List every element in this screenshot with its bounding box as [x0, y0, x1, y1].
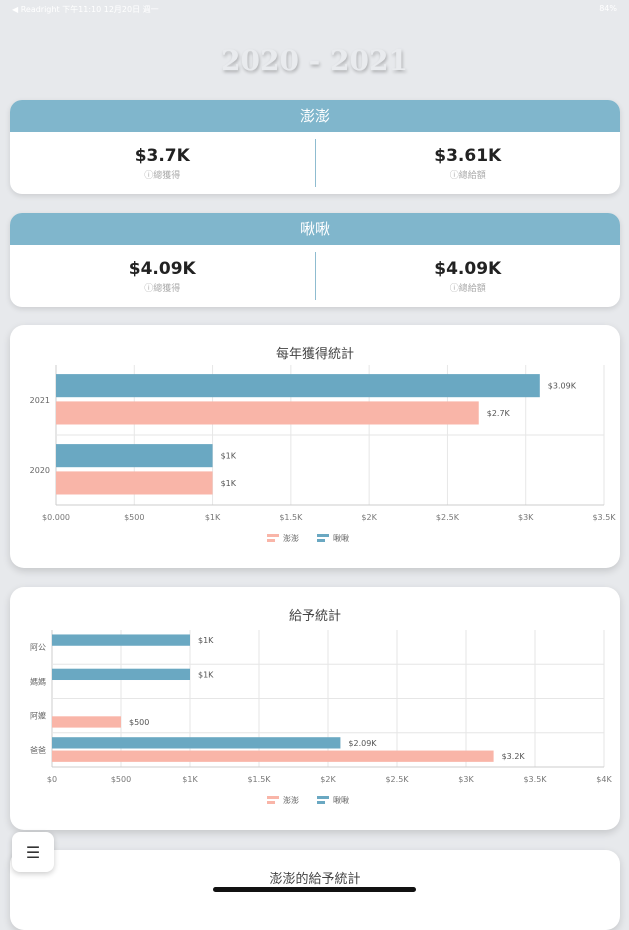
data-label: $1K [221, 452, 237, 461]
x-tick-label: $2.5K [436, 513, 460, 522]
x-tick-label: $0.000 [42, 513, 70, 522]
chart-title: 每年獲得統計 [275, 347, 354, 362]
x-tick-label: $0 [47, 775, 57, 784]
x-tick-label: $2.5K [385, 775, 409, 784]
legend-icon [317, 534, 329, 537]
y-tick-label: 阿嬤 [30, 711, 46, 721]
menu-button[interactable]: ☰ [12, 832, 54, 872]
legend-icon [317, 539, 325, 542]
summary-card-jiujiu: 啾啾 $4.09K ⓘ總獲得 $4.09K ⓘ總給額 [10, 213, 620, 307]
total-received-label[interactable]: ⓘ總獲得 [144, 170, 181, 181]
data-label: $1K [221, 479, 237, 488]
summary-card-header: 澎澎 [10, 100, 620, 132]
x-tick-label: $4K [596, 775, 612, 784]
x-tick-label: $1K [205, 513, 221, 522]
legend-icon [317, 801, 325, 804]
total-received-label[interactable]: ⓘ總獲得 [144, 283, 181, 294]
x-tick-label: $1K [182, 775, 198, 784]
legend-label: 澎澎 [283, 533, 299, 543]
bar [56, 374, 540, 398]
y-tick-label: 2021 [30, 396, 50, 405]
legend-icon [267, 796, 279, 799]
battery-level: 84% [599, 4, 617, 13]
x-tick-label: $500 [111, 775, 131, 784]
bar [52, 668, 190, 681]
total-received-value: $3.7K [134, 145, 190, 166]
x-tick-label: $500 [124, 513, 144, 522]
bar [52, 750, 494, 762]
legend-icon [267, 539, 275, 542]
y-tick-label: 阿公 [30, 643, 46, 652]
data-label: $500 [129, 718, 149, 727]
y-tick-label: 爸爸 [30, 745, 46, 755]
legend-label: 啾啾 [333, 795, 349, 805]
x-tick-label: $3.5K [592, 513, 616, 522]
bar [56, 471, 213, 495]
data-label: $1K [198, 670, 214, 679]
x-tick-label: $2K [361, 513, 377, 522]
total-received-value: $4.09K [128, 258, 196, 279]
x-tick-label: $2K [320, 775, 336, 784]
total-given-value: $3.61K [434, 145, 502, 166]
status-left: ◀ Readright 下午11:10 12月20日 週一 [12, 5, 159, 14]
page-title: 2020 - 2021 [221, 44, 408, 77]
total-given-value: $4.09K [434, 258, 502, 279]
y-tick-label: 2020 [30, 466, 50, 475]
yearly-received-chart: $0.000 $500 $1K $1.5K $2K $2.5K $3K $3.5K 2021 $3… [30, 365, 616, 543]
giving-chart: $0 $500 $1K $1.5K $2K $2.5K $3K $3.5K $4K 阿公 $1K 媽媽… [30, 630, 612, 805]
legend-icon [267, 801, 275, 804]
legend-label: 啾啾 [333, 533, 349, 543]
status-bar: ◀ Readright 下午11:10 12月20日 週一 84% [0, 0, 629, 18]
bar [56, 401, 479, 425]
hamburger-icon: ☰ [25, 842, 41, 862]
yearly-received-chart-card: 每年獲得統計 $0.000 $500 $1K $1.5K $2K $2.5K $3K $3.5… [10, 325, 620, 568]
y-tick-label: 媽媽 [30, 676, 46, 686]
x-tick-label: $1.5K [279, 513, 303, 522]
data-label: $3.2K [502, 752, 526, 761]
divider [314, 252, 316, 300]
bar [56, 444, 213, 468]
bar [52, 716, 121, 728]
chart-title: 澎澎的給予統計 [269, 872, 361, 887]
total-given-label[interactable]: ⓘ總給額 [449, 170, 486, 181]
x-tick-label: $3K [518, 513, 534, 522]
data-label: $3.09K [548, 382, 577, 391]
summary-card-pengpeng: 澎澎 $3.7K ⓘ總獲得 $3.61K ⓘ總給額 [10, 100, 620, 194]
data-label: $1K [198, 636, 214, 645]
data-label: $2.7K [487, 409, 511, 418]
x-tick-label: $1.5K [247, 775, 271, 784]
x-tick-label: $3.5K [523, 775, 547, 784]
total-given-label[interactable]: ⓘ總給額 [449, 283, 486, 294]
legend-icon [317, 796, 329, 799]
home-indicator[interactable] [213, 887, 416, 892]
summary-card-header: 啾啾 [10, 213, 620, 245]
bar [52, 737, 341, 749]
x-tick-label: $3K [458, 775, 474, 784]
divider [314, 139, 316, 187]
legend-icon [267, 534, 279, 537]
bar [52, 634, 190, 646]
chart-title: 給予統計 [288, 609, 341, 624]
data-label: $2.09K [348, 739, 377, 748]
giving-chart-card: 給予統計 $0 $500 $1K $1.5K $2K $2.5K $3K $3.5K $4K 阿公… [10, 587, 620, 830]
legend-label: 澎澎 [283, 795, 299, 805]
